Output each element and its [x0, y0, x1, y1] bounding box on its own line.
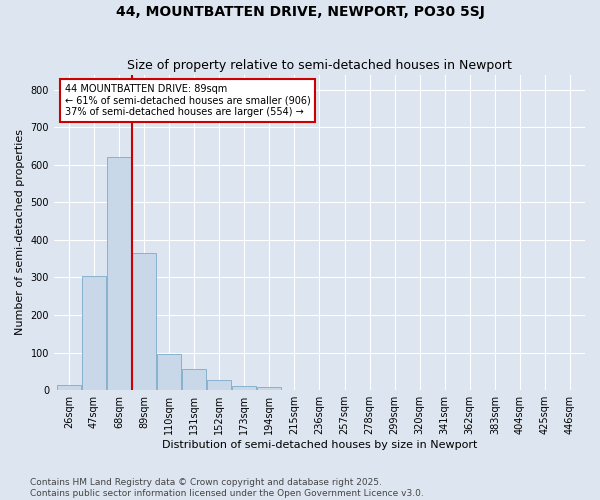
Y-axis label: Number of semi-detached properties: Number of semi-detached properties — [15, 130, 25, 336]
X-axis label: Distribution of semi-detached houses by size in Newport: Distribution of semi-detached houses by … — [162, 440, 477, 450]
Text: 44 MOUNTBATTEN DRIVE: 89sqm
← 61% of semi-detached houses are smaller (906)
37% : 44 MOUNTBATTEN DRIVE: 89sqm ← 61% of sem… — [65, 84, 310, 117]
Bar — [182, 370, 206, 390]
Bar — [208, 380, 231, 390]
Bar — [57, 385, 81, 390]
Text: Contains HM Land Registry data © Crown copyright and database right 2025.
Contai: Contains HM Land Registry data © Crown c… — [30, 478, 424, 498]
Bar — [257, 387, 281, 390]
Bar — [82, 276, 106, 390]
Title: Size of property relative to semi-detached houses in Newport: Size of property relative to semi-detach… — [127, 59, 512, 72]
Text: 44, MOUNTBATTEN DRIVE, NEWPORT, PO30 5SJ: 44, MOUNTBATTEN DRIVE, NEWPORT, PO30 5SJ — [116, 5, 484, 19]
Bar — [232, 386, 256, 390]
Bar — [107, 157, 131, 390]
Bar — [157, 354, 181, 390]
Bar — [132, 253, 156, 390]
